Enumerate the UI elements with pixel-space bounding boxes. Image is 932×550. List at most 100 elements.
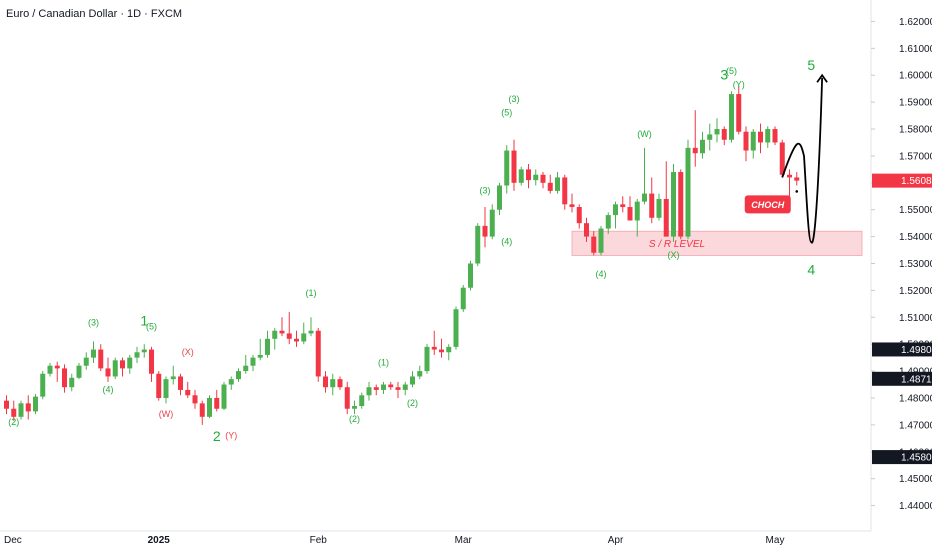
candle-body — [620, 204, 626, 208]
candle — [482, 207, 488, 248]
candle — [678, 169, 684, 240]
candle-body — [671, 172, 676, 237]
candle — [489, 204, 495, 240]
candle-body — [714, 129, 720, 135]
candle-body — [750, 131, 756, 151]
candle — [330, 373, 336, 396]
candle — [758, 123, 763, 154]
candle — [69, 373, 75, 392]
candle — [395, 381, 401, 398]
time-axis[interactable]: Dec 2025 Feb Mar Apr May — [4, 535, 784, 546]
choch-badge — [744, 195, 791, 214]
time-tick-label: Mar — [455, 535, 473, 546]
candle — [76, 363, 82, 380]
candle — [562, 174, 568, 210]
candle — [134, 346, 140, 364]
candle — [533, 169, 539, 186]
candle — [736, 85, 742, 135]
candle-body — [453, 309, 459, 347]
candle — [497, 182, 502, 216]
candle-body — [540, 174, 546, 183]
candle — [700, 131, 705, 159]
candle — [352, 400, 357, 415]
wave-label: (2) — [349, 414, 360, 424]
candle — [156, 371, 162, 401]
candle-body — [178, 376, 183, 390]
candle — [25, 395, 31, 420]
wave-label: 5 — [807, 57, 815, 73]
candle — [410, 371, 415, 388]
candle-body — [424, 346, 430, 372]
price-tag-badge — [872, 342, 932, 357]
candle-body — [76, 365, 82, 378]
price-axis[interactable]: 1.440001.450001.460001.470001.480001.490… — [871, 17, 932, 512]
candle-body — [373, 387, 379, 390]
candle-body — [518, 169, 524, 183]
candle-body — [156, 373, 162, 398]
candle-body — [294, 338, 299, 342]
candle — [33, 393, 38, 415]
candle-body — [112, 360, 118, 377]
candle-body — [228, 379, 234, 385]
sr-zone-box — [571, 230, 863, 256]
candle-body — [25, 403, 31, 412]
candle-body — [482, 225, 488, 237]
candle-body — [417, 371, 423, 377]
candle — [120, 357, 125, 377]
candles — [4, 85, 800, 425]
candle — [272, 328, 278, 350]
candle — [257, 338, 263, 361]
candle — [518, 166, 524, 186]
candle — [4, 395, 9, 415]
candle-body — [402, 384, 408, 390]
candle-body — [700, 139, 705, 154]
candle-body — [308, 330, 314, 334]
candle — [642, 147, 647, 205]
wave-label: (2) — [407, 398, 418, 408]
sr-zone: S / R LEVEL — [571, 230, 863, 256]
candle-body — [141, 349, 147, 353]
candle — [605, 212, 611, 234]
candle-body — [91, 349, 96, 358]
candle — [504, 145, 510, 194]
wave-label: (5) — [726, 66, 737, 76]
candle — [794, 172, 800, 186]
candle — [192, 389, 198, 409]
candle-body — [272, 330, 278, 339]
candle-body — [497, 185, 502, 210]
candle — [569, 193, 575, 213]
candle-body — [562, 177, 568, 205]
candle — [381, 381, 386, 394]
current-price-label: 1.56081 — [901, 176, 932, 187]
wave-label: 2 — [213, 428, 221, 444]
price-tick-label: 1.60000 — [899, 71, 932, 82]
candle — [779, 139, 785, 178]
candle-body — [54, 365, 60, 369]
price-tick-label: 1.61000 — [899, 44, 932, 55]
candle-body — [787, 174, 792, 178]
candle — [707, 123, 713, 151]
candle — [243, 354, 249, 374]
price-tag-label: 1.48713 — [901, 374, 932, 385]
wave-label: (1) — [306, 288, 317, 298]
candle — [439, 338, 444, 358]
projection-arrowhead — [816, 73, 828, 83]
candle-body — [323, 376, 328, 388]
wave-label: (Y) — [225, 430, 237, 440]
candle — [236, 368, 241, 382]
wave-labels: (2)(3)(4)1(5)(X)(W)2 (Y)(1)(2)(1)(2)(3)(4… — [8, 57, 815, 444]
candle — [634, 198, 640, 237]
price-tick-label: 1.59000 — [899, 98, 932, 109]
candle-body — [439, 349, 444, 353]
candle-body — [489, 209, 495, 237]
candle — [511, 139, 517, 191]
candle — [663, 161, 669, 237]
candle-body — [765, 129, 771, 143]
candle — [54, 361, 60, 382]
candle — [83, 352, 89, 370]
candle-body — [692, 147, 698, 154]
candle-body — [388, 384, 394, 388]
candle — [91, 341, 96, 364]
candle — [750, 129, 756, 159]
